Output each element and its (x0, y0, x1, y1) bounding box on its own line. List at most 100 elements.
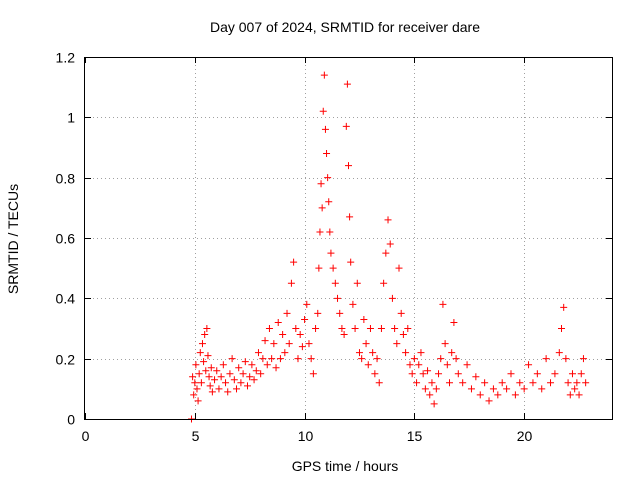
data-point (507, 370, 515, 378)
x-tick-label: 0 (82, 428, 90, 444)
data-point (511, 391, 519, 399)
axis-ticks: 0 0.2 0.4 0.6 0.8 1 1.2 0 5 10 15 20 (56, 50, 612, 444)
data-point (542, 355, 550, 363)
data-point (472, 373, 480, 381)
data-point (579, 355, 587, 363)
data-point (573, 379, 581, 387)
data-point (252, 367, 260, 375)
data-point (397, 309, 405, 317)
y-tick-label: 0.6 (56, 231, 76, 247)
data-point (228, 355, 236, 363)
x-tick-label: 20 (517, 428, 533, 444)
data-point (319, 107, 327, 115)
data-point (217, 373, 225, 381)
data-point (203, 325, 211, 332)
data-point (312, 325, 320, 332)
data-point (270, 340, 278, 348)
data-point (450, 318, 458, 326)
data-point (233, 385, 241, 393)
data-point (235, 364, 243, 372)
data-point (325, 198, 333, 206)
data-point (206, 382, 214, 390)
data-point (448, 349, 456, 357)
data-point (279, 331, 287, 339)
data-point (207, 364, 215, 372)
data-point (204, 352, 212, 360)
x-tick-label: 5 (192, 428, 200, 444)
data-point (222, 379, 230, 387)
data-point (272, 364, 280, 372)
data-point (298, 343, 306, 351)
data-point (196, 349, 204, 357)
data-point (250, 376, 258, 384)
data-point (426, 391, 434, 399)
data-point (566, 391, 574, 399)
data-point (575, 391, 583, 399)
data-point (481, 379, 489, 387)
data-point (347, 258, 355, 266)
data-point (388, 294, 396, 302)
data-point (202, 367, 210, 375)
data-point (290, 258, 298, 266)
data-point (371, 370, 379, 378)
y-tick-label: 0.8 (56, 171, 76, 187)
data-point (309, 370, 317, 378)
data-point (406, 361, 414, 369)
plot-frame (84, 57, 613, 420)
data-point (413, 379, 421, 387)
data-point (281, 349, 289, 357)
data-point (301, 315, 309, 323)
data-point (257, 370, 265, 378)
data-point (399, 331, 407, 339)
data-point (345, 162, 352, 170)
data-point (577, 370, 585, 378)
data-point (386, 240, 394, 248)
data-point (324, 174, 332, 182)
data-point (443, 361, 451, 369)
data-point (557, 325, 565, 332)
data-point (208, 388, 216, 396)
data-point (303, 300, 311, 308)
data-point (395, 264, 403, 272)
data-point (393, 340, 401, 348)
data-point (323, 150, 331, 158)
data-point (230, 376, 238, 384)
data-point (582, 379, 590, 387)
data-point (432, 385, 440, 393)
x-tick-label: 10 (298, 428, 314, 444)
data-point (358, 355, 366, 363)
data-point (366, 325, 374, 332)
data-point (551, 370, 559, 378)
y-tick-label: 1.2 (56, 50, 76, 66)
data-point (192, 361, 200, 369)
x-axis-label: GPS time / hours (292, 458, 399, 474)
data-point (439, 300, 447, 308)
data-point (326, 228, 334, 236)
data-point (571, 385, 579, 393)
data-point (205, 373, 213, 381)
data-point (349, 300, 357, 308)
data-point (364, 361, 372, 369)
data-point (404, 325, 412, 332)
data-point (315, 264, 323, 272)
data-point (283, 309, 291, 317)
data-point (276, 355, 284, 363)
data-point (417, 349, 425, 357)
x-tick-label: 15 (407, 428, 423, 444)
data-point (219, 361, 227, 369)
data-point (529, 379, 537, 387)
data-point (237, 379, 245, 387)
data-point (317, 180, 325, 188)
data-point (239, 370, 247, 378)
data-point (259, 355, 267, 363)
data-point (224, 388, 232, 396)
data-point (459, 379, 467, 387)
data-point (331, 279, 339, 287)
data-point (494, 391, 502, 399)
data-point (568, 370, 576, 378)
data-point (373, 355, 381, 363)
data-point (435, 370, 443, 378)
data-point (355, 349, 363, 357)
data-point (265, 325, 273, 332)
y-tick-label: 0.4 (56, 291, 76, 307)
